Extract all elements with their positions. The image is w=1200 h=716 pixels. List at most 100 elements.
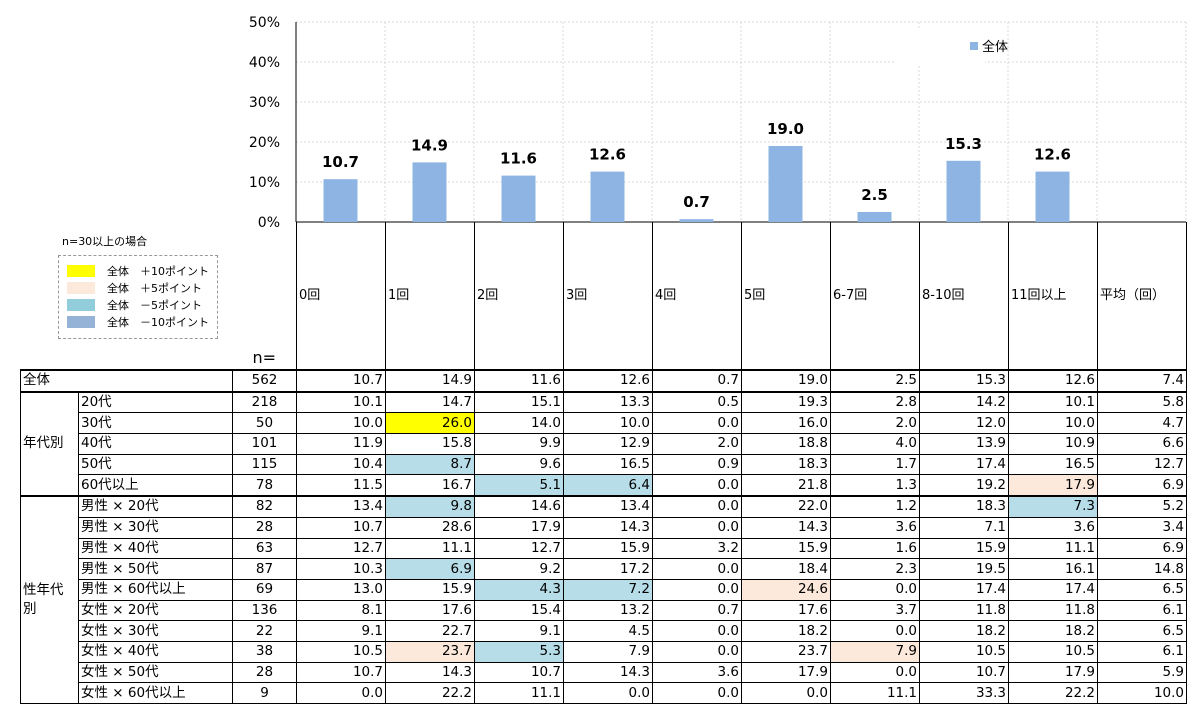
n-value: 69 (232, 578, 297, 601)
cell-value: 0.7 (652, 599, 742, 622)
table-row: 40代 101 11.9 15.8 9.9 12.9 2.0 18.8 4.0 13.9 10.9 6… (21, 433, 1187, 455)
data-label: 14.9 (411, 136, 448, 154)
cell-value: 12.7 (474, 537, 564, 560)
cell-value: 15.4 (474, 599, 564, 622)
cell-value: 0.0 (652, 620, 742, 642)
table-row: 女性 × 30代 22 9.1 22.7 9.1 4.5 0.0 18.2 0.0 18.2 18.… (21, 620, 1187, 642)
column-header: 0回 (296, 222, 386, 371)
cell-value: 8.1 (296, 599, 386, 622)
cell-value: 10.7 (474, 661, 564, 684)
cell-value: 2.3 (830, 558, 920, 580)
table-row: 30代 50 10.0 26.0 14.0 10.0 0.0 16.0 2.0 12.0 10.0 4… (21, 412, 1187, 435)
row-label: 40代 (78, 433, 233, 455)
column-header: 1回 (385, 222, 475, 371)
column-header: 6-7回 (830, 222, 920, 371)
cell-value: 10.7 (296, 516, 386, 539)
n-value: 115 (232, 453, 297, 476)
cell-value: 13.3 (563, 390, 653, 414)
bar-chart: 0% 10% 20% 30% 40% 50% 10.7 14.9 11.6 12.6 0.7 19.0… (249, 15, 1187, 230)
n-value: 87 (232, 558, 297, 580)
legend-label: 全体 (982, 39, 1008, 55)
bar-8-10回 (946, 160, 981, 222)
cell-value: 12.7 (296, 537, 386, 560)
cell-value: 18.3 (741, 453, 831, 476)
header-row: n= 0回 1回 2回 3回 4回 5回 6-7回 8-10回 11回以上 平均（回） (21, 222, 1187, 371)
data-label: 2.5 (861, 186, 888, 204)
bar-11回以上 (1035, 171, 1070, 222)
n-value: 28 (232, 661, 297, 684)
cell-value: 17.9 (1008, 661, 1098, 684)
cell-value: 23.7 (385, 640, 475, 663)
cell-value: 0.0 (652, 474, 742, 497)
cell-value: 22.2 (385, 682, 475, 704)
group-label: 年代別 (20, 390, 79, 497)
cell-value: 0.0 (652, 495, 742, 518)
n-value: 78 (232, 474, 297, 497)
cell-value: 16.7 (385, 474, 475, 497)
row-label: 女性 × 40代 (78, 640, 233, 663)
bar-5回 (768, 146, 803, 222)
cell-value: 5.1 (474, 474, 564, 497)
cell-value: 9.6 (474, 453, 564, 476)
n-value: 218 (232, 390, 297, 414)
cell-value: 14.6 (474, 495, 564, 518)
cell-value: 1.7 (830, 453, 920, 476)
table-row: 女性 × 60代以上 9 0.0 22.2 11.1 0.0 0.0 0.0 11.1 33.3 2… (21, 682, 1187, 704)
cell-value: 18.2 (1008, 620, 1098, 642)
bar-1回 (412, 162, 447, 222)
cell-value: 0.0 (296, 682, 386, 704)
cell-value: 15.1 (474, 390, 564, 414)
row-label: 60代以上 (78, 474, 233, 497)
cell-value: 10.0 (296, 412, 386, 435)
cell-value: 18.2 (919, 620, 1009, 642)
cell-value: 15.9 (385, 578, 475, 601)
y-tick-label: 50% (249, 15, 280, 31)
cell-value: 17.4 (919, 453, 1009, 476)
cell-value: 18.8 (741, 433, 831, 455)
cell-value: 11.1 (830, 682, 920, 704)
data-table: n= 0回 1回 2回 3回 4回 5回 6-7回 8-10回 11回以上 平均（回） 全体 562 10… (20, 222, 1187, 705)
legend-label: 全体 －10ポイント (107, 316, 209, 329)
cell-value: 5.8 (1097, 390, 1187, 414)
cell-value: 0.0 (830, 661, 920, 684)
row-label: 女性 × 20代 (78, 599, 233, 622)
cell-value: 23.7 (741, 640, 831, 663)
row-label: 男性 × 50代 (78, 558, 233, 580)
cell-value: 10.7 (919, 661, 1009, 684)
column-header: 11回以上 (1008, 222, 1098, 371)
cell-value: 4.7 (1097, 412, 1187, 435)
cell-value: 17.6 (741, 599, 831, 622)
cell-value: 16.5 (563, 453, 653, 476)
cell-value: 1.3 (830, 474, 920, 497)
highlight-legend-item: 全体 －5ポイント (67, 298, 202, 312)
cell-value: 2.0 (830, 412, 920, 435)
row-label: 男性 × 40代 (78, 537, 233, 560)
cell-value: 16.5 (1008, 453, 1098, 476)
cell-value: 10.5 (919, 640, 1009, 663)
cell-value: 2.0 (652, 433, 742, 455)
cell-value: 17.4 (919, 578, 1009, 601)
cell-value: 7.1 (919, 516, 1009, 539)
cell-value: 8.7 (385, 453, 475, 476)
column-header: 4回 (652, 222, 742, 371)
cell-value: 9.8 (385, 495, 475, 518)
cell-value: 6.9 (1097, 474, 1187, 497)
highlight-legend-item: 全体 ＋5ポイント (67, 281, 202, 295)
cell-value: 1.6 (830, 537, 920, 560)
cell-value: 0.0 (652, 412, 742, 435)
legend-swatch (970, 42, 978, 50)
table-row: 男性 × 40代 63 12.7 11.1 12.7 15.9 3.2 15.9 1.6 15.9… (21, 537, 1187, 560)
cell-value: 1.2 (830, 495, 920, 518)
y-tick-label: 0% (258, 215, 280, 230)
cell-value: 5.9 (1097, 661, 1187, 684)
cell-value: 16.0 (741, 412, 831, 435)
cell-value: 3.6 (1008, 516, 1098, 539)
cell-value: 0.0 (652, 578, 742, 601)
cell-value: 7.2 (563, 578, 653, 601)
table-row: 男性 × 60代以上 69 13.0 15.9 4.3 7.2 0.0 24.6 0.0 17.4… (21, 578, 1187, 601)
row-label: 全体 (20, 369, 233, 393)
bar-0回 (323, 179, 358, 222)
bar-3回 (590, 171, 625, 222)
cell-value: 0.7 (652, 369, 742, 393)
row-label: 女性 × 50代 (78, 661, 233, 684)
